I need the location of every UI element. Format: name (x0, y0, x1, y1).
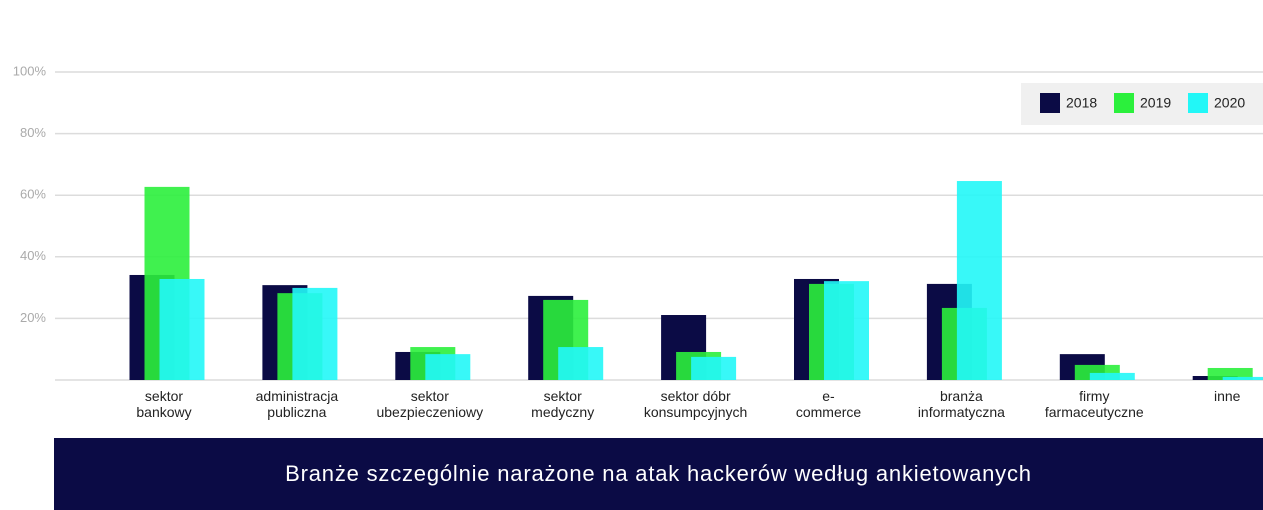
x-tick-label: administracja publiczna (255, 388, 339, 420)
x-tick-label: sektor dóbr konsumpcyjnych (643, 388, 748, 420)
x-tick-label: e-commerce (795, 388, 862, 420)
bar (292, 287, 338, 380)
legend-label: 2020 (1214, 95, 1245, 111)
y-tick-label: 80% (20, 125, 46, 140)
legend-label: 2018 (1066, 95, 1097, 111)
bar (425, 354, 471, 380)
legend-label: 2019 (1140, 95, 1171, 111)
bar (691, 356, 737, 380)
legend-swatch (1188, 93, 1208, 113)
y-tick-label: 40% (20, 248, 46, 263)
legend-background (1021, 83, 1263, 125)
x-tick-label: sektor medyczny (531, 388, 595, 420)
x-tick-label: inne (1213, 388, 1241, 404)
x-tick-label: branża informatyczna (917, 388, 1005, 420)
x-tick-label: sektor bankowy (136, 388, 192, 420)
chart: 20% 40% 60% 80% 100% 2018 2019 2020 (13, 63, 1263, 381)
legend-swatch (1040, 93, 1060, 113)
y-tick-label: 20% (20, 310, 46, 325)
bar (1222, 376, 1263, 380)
bar (558, 347, 604, 380)
legend: 2018 2019 2020 (1021, 83, 1263, 125)
x-tick-label: firmy farmaceutyczne (1044, 388, 1144, 420)
y-tick-label: 100% (13, 63, 47, 78)
bar (1089, 372, 1135, 380)
bar (956, 181, 1002, 380)
x-tick-label: sektor ubezpieczeniowy (376, 388, 484, 420)
chart-title: Branże szczególnie narażone na atak hack… (54, 438, 1263, 510)
y-tick-label: 60% (20, 187, 46, 202)
bar (824, 281, 869, 380)
bar (159, 278, 205, 380)
legend-swatch (1114, 93, 1134, 113)
